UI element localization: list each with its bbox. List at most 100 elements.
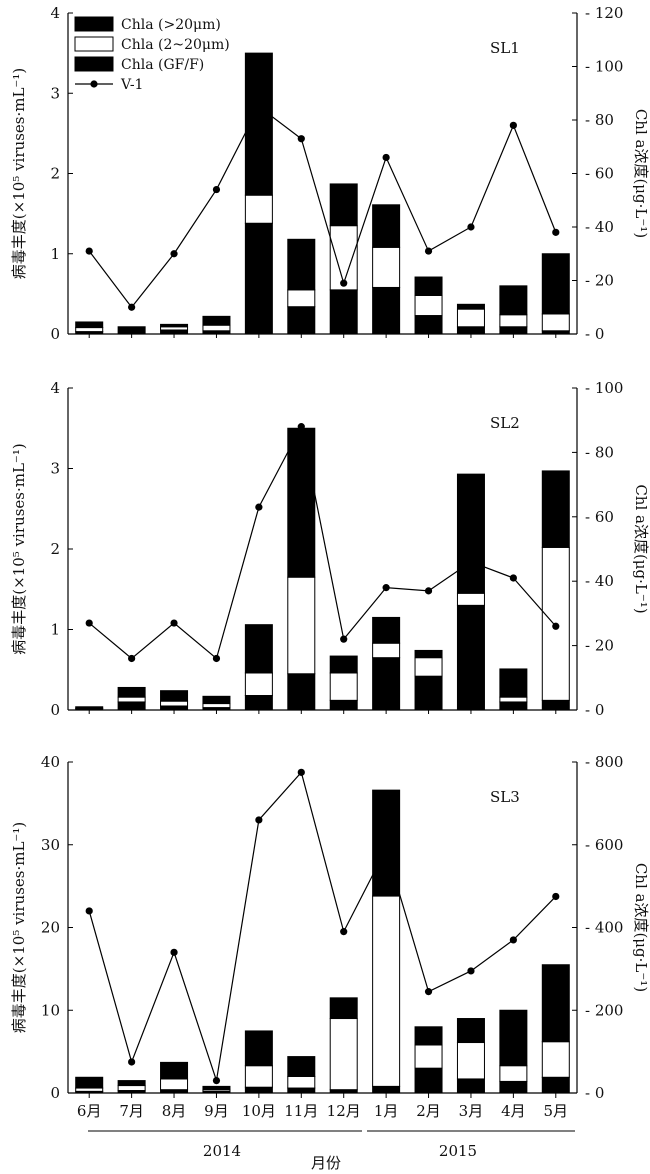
bar-segment-chla-2-20-m- <box>329 1018 358 1091</box>
bar-segment-chla-20-m- <box>287 427 316 578</box>
v1-point <box>128 1058 136 1066</box>
x-tick-label: 11月 <box>284 1102 318 1120</box>
v1-point <box>212 185 221 194</box>
panel-label: SL1 <box>490 39 520 57</box>
bar-segment-chla-2-20-m- <box>499 1065 528 1082</box>
bar-segment-chla-2-20-m- <box>329 672 358 701</box>
bar-segment-chla-2-20-m- <box>499 314 528 328</box>
bar-segment-chla-20-m- <box>160 1061 189 1080</box>
bar-segment-chla-2-20-m- <box>456 308 485 328</box>
bar-segment-chla-20-m- <box>372 204 401 248</box>
v1-point <box>552 622 560 630</box>
bar-segment-chla-20-m- <box>499 668 528 698</box>
x-tick-label: 4月 <box>501 1102 526 1120</box>
bar-segment-chla-20-m- <box>456 303 485 310</box>
left-tick-label: 0 <box>50 1084 60 1102</box>
right-tick-label: - 40 <box>585 572 614 590</box>
v1-point <box>340 928 348 936</box>
right-tick-label: - 100 <box>585 58 623 76</box>
left-tick-label: 40 <box>41 753 60 771</box>
right-tick-label: - 40 <box>585 218 614 236</box>
x-tick-label: 1月 <box>374 1102 399 1120</box>
bar-segment-chla-20-m- <box>329 997 358 1020</box>
bar-segment-chla-20-m- <box>329 655 358 674</box>
left-tick-label: 3 <box>50 84 60 102</box>
bar-segment-chla-gf-f- <box>372 1085 401 1094</box>
left-tick-label: 0 <box>50 325 60 343</box>
bar-segment-chla-20-m- <box>117 686 146 698</box>
bar-segment-chla-gf-f- <box>541 1076 570 1094</box>
bar-segment-chla-2-20-m- <box>372 246 401 288</box>
bar-segment-chla-2-20-m- <box>414 657 443 677</box>
v1-point <box>85 619 93 627</box>
bar-segment-chla-gf-f- <box>244 1086 273 1094</box>
v1-point <box>467 967 475 975</box>
v1-point <box>424 587 433 595</box>
bar-segment-chla-gf-f- <box>499 701 528 711</box>
bar-segment-chla-gf-f- <box>329 699 358 711</box>
legend-dot-swatch <box>90 80 98 88</box>
left-tick-label: 3 <box>50 460 60 478</box>
right-tick-label: - 0 <box>585 1084 604 1102</box>
bar-segment-chla-2-20-m- <box>414 294 443 317</box>
bar-segment-chla-20-m- <box>117 1080 146 1087</box>
bar-segment-chla-2-20-m- <box>541 1041 570 1078</box>
bar-segment-chla-gf-f- <box>414 315 443 335</box>
v1-point <box>552 228 560 236</box>
bar-segment-chla-20-m- <box>160 690 189 702</box>
v1-point <box>170 250 178 258</box>
left-tick-label: 0 <box>50 701 60 719</box>
left-tick-label: 4 <box>50 379 60 397</box>
left-tick-label: 2 <box>50 540 60 558</box>
right-tick-label: - 400 <box>585 919 623 937</box>
x-tick-label: 3月 <box>459 1102 484 1120</box>
bar-segment-chla-20-m- <box>414 1026 443 1046</box>
bar-segment-chla-20-m- <box>160 323 189 328</box>
x-tick-label: 9月 <box>204 1102 229 1120</box>
bar-segment-chla-gf-f- <box>244 222 273 335</box>
bar-segment-chla-20-m- <box>414 276 443 296</box>
right-tick-label: - 120 <box>585 4 623 22</box>
bar-segment-chla-gf-f- <box>499 1080 528 1094</box>
right-tick-label: - 80 <box>585 111 614 129</box>
bar-segment-chla-20-m- <box>244 624 273 674</box>
bar-segment-chla-gf-f- <box>372 286 401 335</box>
bar-segment-chla-gf-f- <box>117 326 146 335</box>
bar-segment-chla-20-m- <box>541 253 570 315</box>
bar-segment-chla-gf-f- <box>456 604 485 711</box>
legend-label: Chla (2~20μm) <box>121 37 230 53</box>
right-tick-label: - 60 <box>585 508 614 526</box>
v1-point <box>552 892 560 901</box>
v1-point <box>509 121 517 129</box>
v1-point <box>212 1076 221 1085</box>
bar-segment-chla-20-m- <box>456 473 485 594</box>
panel-label: SL2 <box>490 414 520 432</box>
v1-point <box>255 503 263 511</box>
v1-point <box>340 279 348 287</box>
bar-segment-chla-2-20-m- <box>75 327 104 333</box>
bar-segment-chla-gf-f- <box>329 289 358 335</box>
left-tick-label: 4 <box>50 4 60 22</box>
left-tick-label: 2 <box>50 165 60 183</box>
right-tick-label: - 600 <box>585 836 623 854</box>
right-tick-label: - 200 <box>585 1001 623 1019</box>
bar-segment-chla-2-20-m- <box>117 1085 146 1092</box>
v1-point <box>424 988 433 996</box>
bar-segment-chla-2-20-m- <box>160 1078 189 1091</box>
bar-segment-chla-2-20-m- <box>456 592 485 606</box>
panel-label: SL3 <box>490 788 520 806</box>
bar-segment-chla-20-m- <box>329 183 358 227</box>
v1-point <box>297 768 305 776</box>
x-tick-label: 7月 <box>119 1102 144 1120</box>
left-tick-label: 1 <box>50 621 60 639</box>
bar-segment-chla-2-20-m- <box>160 700 189 707</box>
v1-point <box>340 635 348 643</box>
right-tick-label: - 20 <box>585 272 614 290</box>
bar-segment-chla-gf-f- <box>541 699 570 711</box>
v1-line <box>88 771 557 1081</box>
right-tick-label: - 800 <box>585 753 623 771</box>
right-axis-label: Chl a浓度(μg·L⁻¹) <box>632 484 650 613</box>
left-axis-label: 病毒丰度(×10⁵ viruses·mL⁻¹) <box>10 822 28 1033</box>
right-tick-label: - 0 <box>585 325 604 343</box>
bar-segment-chla-20-m- <box>541 470 570 548</box>
